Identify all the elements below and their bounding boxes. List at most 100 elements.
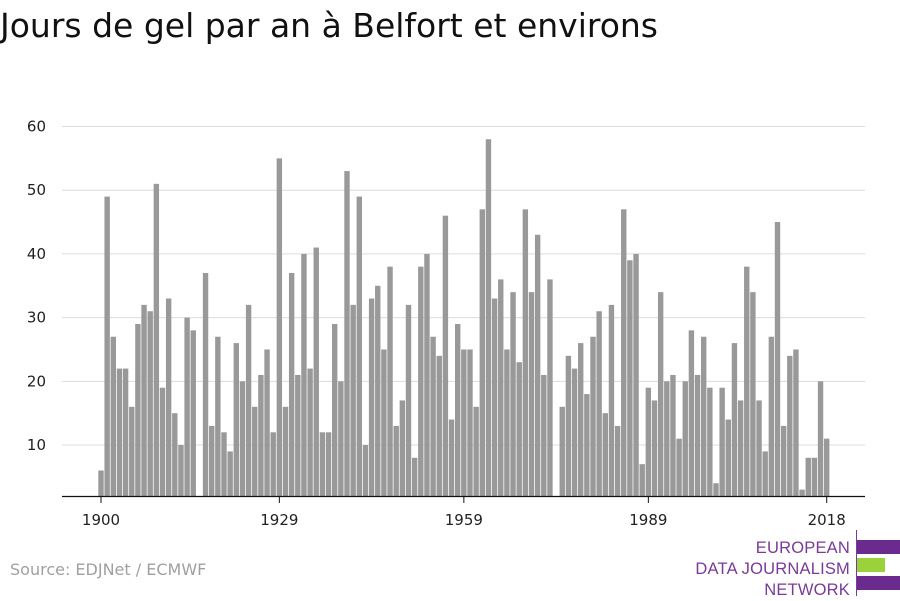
- x-tick-label-1929: 1929: [260, 511, 298, 529]
- bar-1940: [344, 171, 350, 496]
- edjnet-logo[interactable]: EUROPEAN DATA JOURNALISM NETWORK: [695, 530, 900, 599]
- x-tick-label-1959: 1959: [445, 511, 483, 529]
- bar-1913: [178, 445, 184, 496]
- bar-1987: [633, 253, 639, 496]
- y-axis-labels: 10 20 30 40 50 60: [27, 118, 46, 455]
- bar-1994: [676, 438, 682, 496]
- bar-1901: [104, 196, 110, 497]
- bar-1985: [621, 209, 627, 496]
- bar-1926: [258, 374, 264, 496]
- bar-1958: [455, 323, 461, 496]
- bar-1988: [639, 464, 645, 496]
- bar-1983: [608, 304, 615, 496]
- bar-1980: [590, 336, 596, 496]
- bar-1979: [584, 394, 590, 496]
- bar-1918: [209, 425, 215, 496]
- bar-1930: [282, 406, 289, 496]
- x-tick-label-1900: 1900: [82, 511, 120, 529]
- y-tick-label-20: 20: [27, 372, 46, 390]
- bar-1977: [571, 368, 578, 496]
- bar-1948: [393, 425, 399, 496]
- bar-1937: [325, 432, 332, 496]
- bar-1963: [485, 139, 492, 496]
- bar-1984: [614, 425, 621, 496]
- bar-1947: [387, 266, 393, 496]
- bar-1906: [135, 323, 141, 496]
- bar-1978: [578, 343, 584, 496]
- bar-1920: [221, 432, 227, 496]
- bar-1970: [528, 292, 535, 496]
- bar-1924: [245, 304, 252, 496]
- bar-2003: [731, 343, 738, 496]
- bar-1931: [288, 273, 295, 496]
- bar-1915: [190, 330, 196, 496]
- logo-bar-purple-bottom: [857, 576, 900, 590]
- bar-1966: [504, 349, 510, 496]
- bars: [98, 139, 830, 497]
- bar-1949: [399, 400, 406, 496]
- bar-1998: [701, 336, 707, 496]
- bar-1995: [682, 381, 688, 496]
- bar-1943: [362, 445, 369, 496]
- bar-2004: [737, 400, 744, 496]
- bar-1909: [153, 183, 160, 496]
- bar-2016: [811, 457, 818, 496]
- bar-2000: [713, 483, 719, 496]
- bar-1927: [264, 349, 270, 496]
- bar-1912: [172, 413, 178, 496]
- bar-1932: [295, 374, 301, 496]
- logo-line-2: DATA JOURNALISM: [695, 560, 850, 578]
- bar-2005: [744, 266, 750, 496]
- x-axis: 1900 1929 1959 1989 2018: [62, 495, 865, 529]
- bar-1992: [664, 381, 670, 496]
- bar-1989: [645, 387, 652, 496]
- y-tick-label-40: 40: [27, 245, 46, 263]
- bar-2007: [756, 400, 762, 496]
- bar-1938: [332, 323, 338, 496]
- bar-1900: [98, 470, 104, 496]
- bar-1903: [116, 368, 123, 496]
- bar-1999: [707, 387, 713, 496]
- bar-1969: [522, 209, 529, 496]
- bar-1933: [301, 253, 307, 496]
- bar-1922: [233, 343, 239, 496]
- y-tick-label-10: 10: [27, 436, 46, 454]
- logo-line-1: EUROPEAN: [755, 539, 850, 557]
- logo-bar-purple-top: [857, 540, 900, 554]
- bar-1997: [694, 374, 701, 496]
- bar-1946: [381, 349, 387, 496]
- bar-1929: [276, 158, 283, 496]
- bar-1971: [534, 234, 541, 496]
- logo-text: EUROPEAN DATA JOURNALISM NETWORK: [695, 538, 850, 601]
- bar-1993: [670, 374, 676, 496]
- y-tick-label-50: 50: [27, 181, 46, 199]
- bar-1935: [313, 247, 319, 496]
- bar-1923: [239, 381, 246, 496]
- bar-2017: [817, 381, 824, 496]
- bar-1945: [375, 285, 381, 496]
- chart-title: Jours de gel par an à Belfort et environ…: [0, 6, 659, 45]
- logo-divider: [856, 530, 857, 596]
- bar-1914: [184, 317, 190, 496]
- bar-1917: [202, 273, 209, 496]
- bar-2001: [719, 387, 725, 496]
- bar-2006: [750, 292, 756, 496]
- logo-bar-green: [857, 558, 885, 572]
- y-tick-label-30: 30: [27, 309, 46, 327]
- bar-1919: [215, 336, 221, 496]
- bar-1972: [541, 374, 547, 496]
- bar-1925: [252, 406, 258, 496]
- y-tick-label-60: 60: [27, 118, 46, 136]
- bar-1952: [418, 266, 424, 496]
- bar-1967: [510, 292, 516, 496]
- bar-1961: [473, 406, 479, 496]
- bar-2011: [780, 425, 787, 496]
- bar-1950: [405, 304, 412, 496]
- bar-1962: [479, 209, 485, 496]
- bar-1960: [467, 349, 473, 496]
- bar-2002: [725, 419, 731, 496]
- bar-1908: [147, 311, 153, 496]
- bar-1954: [430, 336, 436, 496]
- bar-1964: [491, 298, 498, 496]
